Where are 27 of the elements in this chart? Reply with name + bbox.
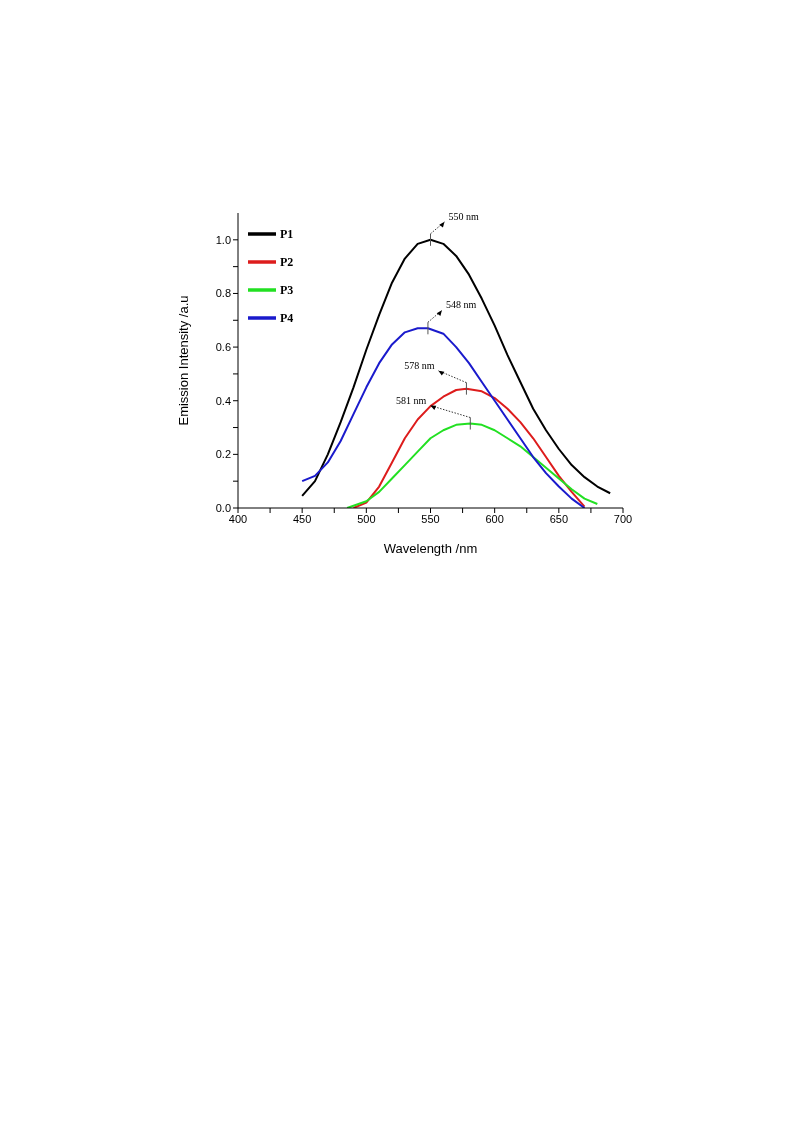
- annotation: 578 nm: [404, 359, 435, 371]
- legend-label: P4: [280, 311, 294, 326]
- y-tick-label: 0.6: [215, 341, 231, 353]
- y-tick-label: 0.0: [215, 501, 231, 514]
- annotation: 550 nm: [448, 210, 479, 222]
- legend-label: P3: [280, 283, 294, 298]
- y-axis-title: Emission Intensity /a.u: [175, 295, 191, 426]
- x-tick-label: 700: [613, 512, 633, 525]
- x-tick-label: 500: [357, 512, 376, 525]
- legend-label: P1: [280, 227, 294, 242]
- x-axis-title: Wavelength /nm: [383, 541, 478, 556]
- x-tick-label: 400: [228, 512, 248, 525]
- legend-label: P2: [280, 255, 294, 270]
- y-tick-label: 0.8: [215, 287, 231, 300]
- line-series: [346, 422, 599, 508]
- line-series: [301, 238, 612, 497]
- y-tick-label: 1.0: [215, 233, 231, 246]
- x-tick-label: 600: [485, 512, 504, 525]
- annotation: 548 nm: [445, 299, 477, 311]
- x-tick-label: 550: [421, 512, 440, 525]
- line-series: [352, 387, 586, 508]
- y-tick-label: 0.4: [215, 394, 231, 407]
- x-tick-label: 650: [549, 512, 569, 525]
- y-tick-label: 0.2: [215, 448, 231, 461]
- x-tick-label: 450: [292, 512, 312, 525]
- line-series: [301, 327, 586, 508]
- annotation: 581 nm: [396, 394, 427, 406]
